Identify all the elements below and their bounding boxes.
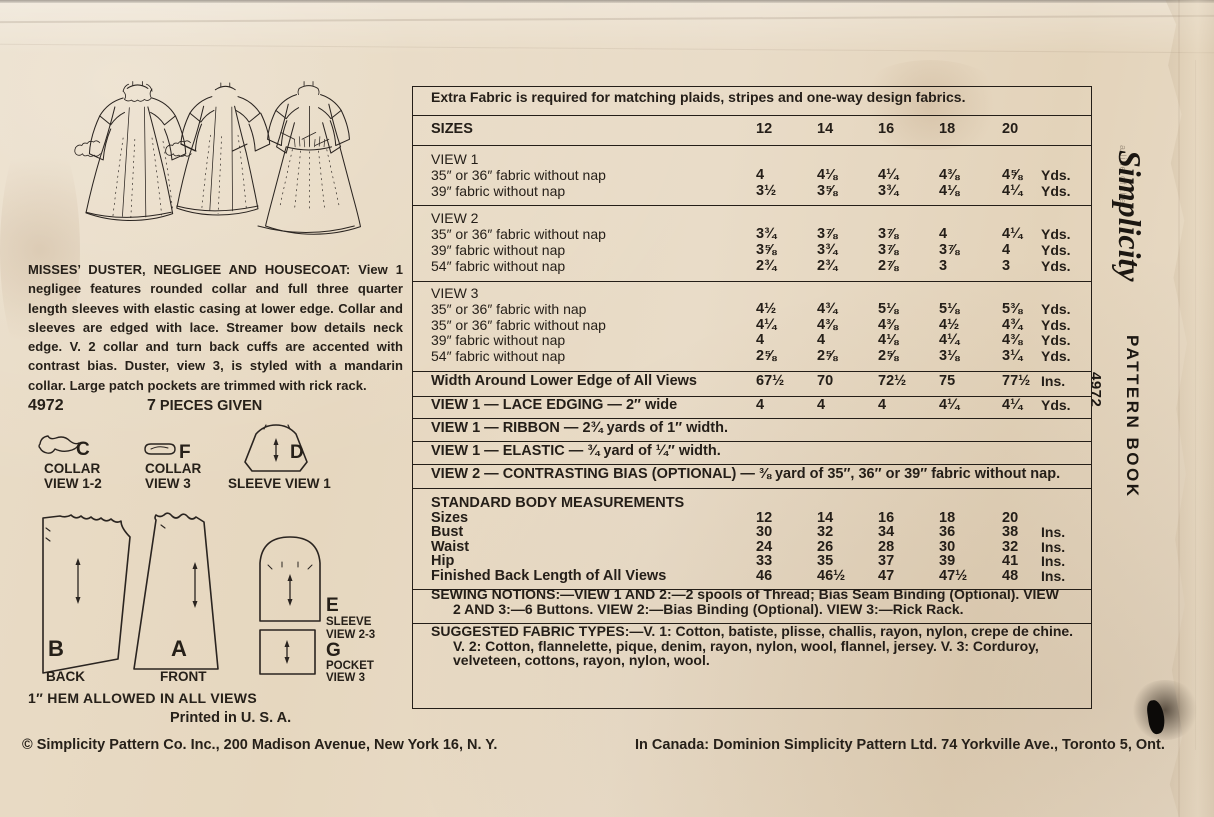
svg-text:SLEEVE: SLEEVE: [326, 616, 372, 628]
svg-text:COLLAR: COLLAR: [145, 461, 201, 476]
svg-text:VIEW 1-2: VIEW 1-2: [44, 476, 102, 491]
svg-text:COLLAR: COLLAR: [44, 461, 100, 476]
svg-text:VIEW 3: VIEW 3: [145, 476, 191, 491]
svg-text:POCKET: POCKET: [326, 660, 374, 672]
svg-text:SLEEVE VIEW 1: SLEEVE VIEW 1: [228, 476, 331, 491]
svg-text:E: E: [326, 595, 339, 616]
svg-text:FRONT: FRONT: [160, 669, 207, 684]
svg-text:C: C: [76, 439, 90, 460]
svg-text:A: A: [171, 636, 187, 661]
svg-text:F: F: [179, 442, 191, 463]
svg-text:VIEW 3: VIEW 3: [326, 672, 365, 684]
svg-text:D: D: [290, 442, 304, 463]
svg-text:BACK: BACK: [46, 669, 85, 684]
svg-text:B: B: [48, 636, 64, 661]
svg-text:G: G: [326, 640, 341, 661]
